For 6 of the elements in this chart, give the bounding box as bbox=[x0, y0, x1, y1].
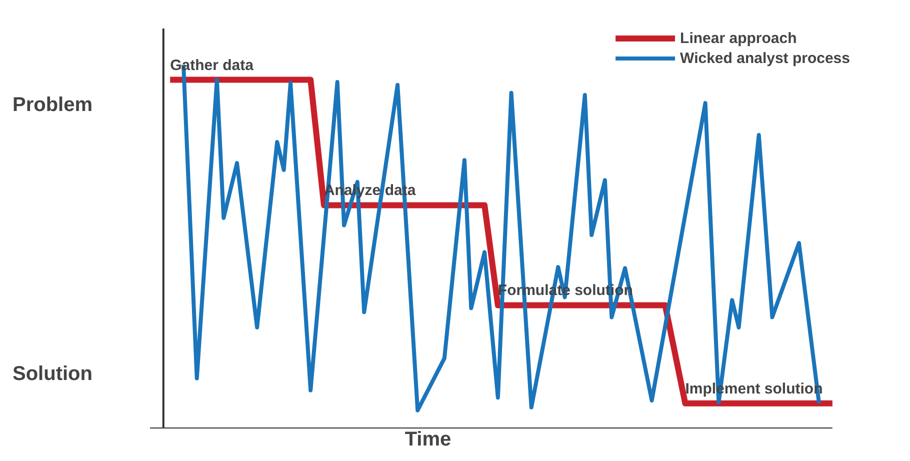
x-axis-title: Time bbox=[404, 428, 452, 450]
legend-label: Wicked analyst process bbox=[680, 49, 850, 67]
text: Solution bbox=[12, 362, 92, 385]
annotation: Gather data bbox=[170, 56, 254, 74]
legend-label: Linear approach bbox=[680, 29, 797, 47]
text: Problem bbox=[12, 94, 93, 116]
